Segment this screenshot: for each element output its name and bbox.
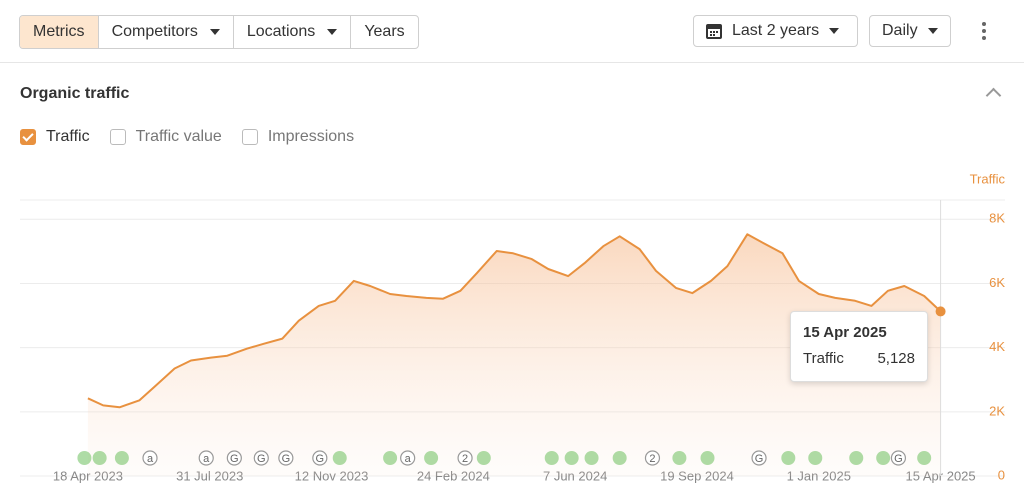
more-menu[interactable] — [981, 22, 987, 43]
event-marker — [849, 451, 864, 465]
range-label: Last 2 years — [732, 22, 820, 39]
event-label: a — [147, 453, 154, 465]
tab[interactable]: Metrics — [20, 16, 98, 48]
event-label: G — [282, 453, 291, 465]
checkbox[interactable]: Traffic — [20, 128, 90, 146]
event-label: a — [405, 453, 412, 465]
y-axis-title: Traffic — [970, 171, 1006, 186]
tab-label: Years — [364, 23, 405, 40]
hover-dot — [935, 306, 946, 317]
event-marker — [332, 451, 347, 465]
metric-checkboxes: Traffic Traffic value Impressions — [20, 128, 354, 146]
event-icon — [890, 450, 907, 466]
caret — [209, 29, 220, 35]
event-icon — [226, 450, 242, 466]
event-icon — [400, 450, 416, 466]
checkbox[interactable]: Impressions — [241, 128, 355, 146]
tab[interactable]: Locations — [232, 16, 351, 48]
y-tick-label: 8K — [989, 211, 1005, 226]
event-marker — [808, 451, 823, 465]
event-icon — [751, 450, 767, 466]
event-label: G — [894, 453, 903, 465]
event-marker — [424, 451, 439, 465]
event-marker — [672, 451, 687, 465]
event-icon — [278, 450, 294, 466]
event-label: G — [257, 453, 266, 465]
event-label: 2 — [462, 453, 468, 465]
tab-label: Competitors — [111, 23, 198, 40]
event-label: G — [755, 453, 764, 465]
divider — [0, 62, 1024, 63]
event-marker — [114, 451, 129, 465]
range-dropdown[interactable]: Last 2 years — [693, 15, 858, 47]
event-icon — [198, 450, 214, 466]
event-label: a — [203, 453, 210, 465]
event-marker — [917, 451, 932, 465]
tab-label: Locations — [246, 23, 316, 40]
tooltip: 15 Apr 2025 Traffic 5,128 — [790, 311, 928, 382]
checkbox[interactable]: Traffic value — [109, 128, 222, 146]
event-label: 2 — [649, 453, 655, 465]
checkbox-label: Impressions — [267, 128, 355, 145]
caret — [327, 29, 338, 35]
y-tick-label: 0 — [998, 467, 1005, 482]
event-marker — [564, 451, 579, 465]
checkbox-box — [241, 129, 258, 145]
line — [87, 233, 942, 409]
event-icon — [253, 450, 269, 466]
event-marker — [876, 451, 891, 465]
caret — [927, 28, 938, 34]
y-tick-label: 6K — [989, 275, 1005, 290]
checkbox-box — [20, 129, 36, 145]
event-marker — [383, 451, 398, 465]
event-marker — [92, 451, 107, 465]
tooltip-date: 15 Apr 2025 — [803, 324, 887, 341]
event-label: G — [316, 453, 325, 465]
tooltip-value: 5,128 — [877, 350, 915, 367]
event-label: G — [230, 453, 239, 465]
section-title: Organic traffic — [20, 85, 130, 102]
event-marker — [77, 451, 92, 465]
y-tick-label: 2K — [989, 403, 1005, 418]
event-icon — [142, 450, 158, 466]
tab-group: Metrics Competitors Locations Years — [19, 15, 419, 49]
tooltip-label: Traffic — [803, 350, 844, 367]
event-icon — [457, 450, 473, 466]
tab[interactable]: Years — [350, 16, 417, 48]
event-marker — [700, 451, 715, 465]
tab-label: Metrics — [33, 23, 85, 40]
event-marker — [612, 451, 627, 465]
interval-label: Daily — [882, 22, 918, 39]
event-marker — [544, 451, 559, 465]
event-marker — [781, 451, 796, 465]
calendar-icon — [706, 24, 722, 39]
area-fill — [87, 234, 941, 476]
event-icon — [644, 450, 661, 466]
tab[interactable]: Competitors — [97, 16, 233, 48]
y-tick-label: 4K — [989, 339, 1005, 354]
interval-dropdown[interactable]: Daily — [869, 15, 951, 47]
checkbox-label: Traffic — [46, 128, 90, 145]
checkbox-box — [109, 129, 126, 145]
checkbox-label: Traffic value — [135, 128, 222, 145]
event-marker — [476, 451, 491, 465]
caret — [829, 28, 840, 34]
event-marker — [584, 451, 599, 465]
event-icon — [312, 450, 328, 466]
